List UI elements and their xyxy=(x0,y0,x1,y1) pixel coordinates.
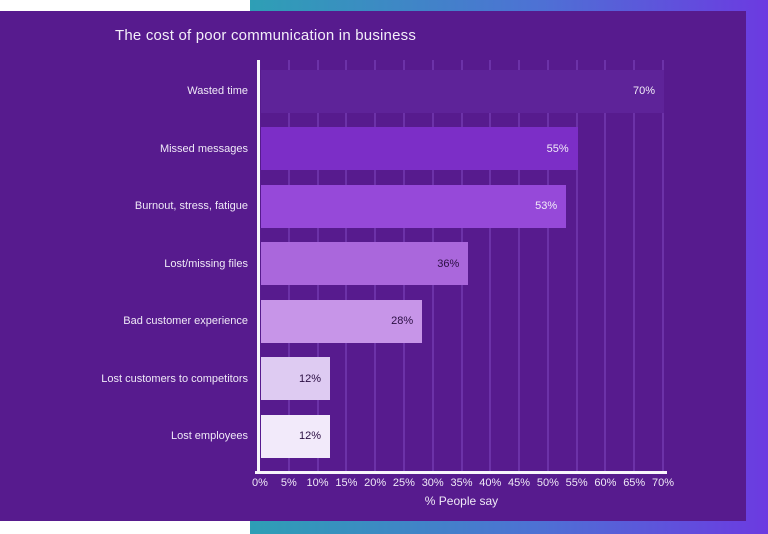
bar: 12% xyxy=(261,414,331,458)
gridline xyxy=(604,60,607,472)
bar: 70% xyxy=(261,69,664,113)
x-tick-label: 65% xyxy=(623,477,646,489)
x-tick-label: 60% xyxy=(594,477,617,489)
gridline xyxy=(518,60,521,472)
category-label: Wasted time xyxy=(187,85,248,97)
bar-value-label: 55% xyxy=(546,142,569,155)
chart-title: The cost of poor communication in busine… xyxy=(115,27,417,44)
category-label: Lost customers to competitors xyxy=(101,372,248,385)
bar: 28% xyxy=(261,299,423,343)
category-label: Burnout, stress, fatigue xyxy=(134,200,248,212)
category-label: Bad customer experience xyxy=(123,315,248,327)
x-axis-line xyxy=(255,471,667,474)
bar-value-label: 36% xyxy=(437,257,460,270)
bar: 53% xyxy=(261,184,567,228)
bar-value-label: 12% xyxy=(299,372,322,385)
x-tick-label: 45% xyxy=(508,477,531,489)
x-tick-label: 10% xyxy=(306,477,329,489)
x-tick-label: 55% xyxy=(565,477,588,489)
bar: 12% xyxy=(261,357,331,400)
gridline xyxy=(546,60,549,472)
bar-value-label: 53% xyxy=(535,200,558,212)
y-axis-line xyxy=(257,60,260,474)
category-label: Missed messages xyxy=(159,142,248,155)
bar-value-label: 28% xyxy=(391,315,414,327)
bar: 55% xyxy=(261,127,578,170)
gridline xyxy=(662,60,664,472)
bar-value-label: 70% xyxy=(632,85,655,97)
gridline xyxy=(575,60,578,472)
bar: 36% xyxy=(261,242,469,285)
x-axis-title: % People say xyxy=(424,494,499,508)
gridline xyxy=(633,60,636,472)
category-label: Lost employees xyxy=(170,430,248,442)
x-tick-label: 35% xyxy=(450,477,473,489)
bar-value-label: 12% xyxy=(299,430,322,442)
gridline xyxy=(489,60,492,472)
x-tick-label: 0% xyxy=(252,477,268,489)
x-tick-label: 20% xyxy=(364,477,387,489)
category-label: Lost/missing files xyxy=(164,257,248,270)
x-tick-label: 40% xyxy=(479,477,502,489)
x-tick-label: 5% xyxy=(280,477,297,489)
x-tick-label: 25% xyxy=(392,477,415,489)
x-tick-label: 70% xyxy=(651,477,675,489)
x-tick-label: 50% xyxy=(536,477,559,489)
x-tick-label: 15% xyxy=(335,477,358,489)
x-tick-label: 30% xyxy=(421,477,444,489)
